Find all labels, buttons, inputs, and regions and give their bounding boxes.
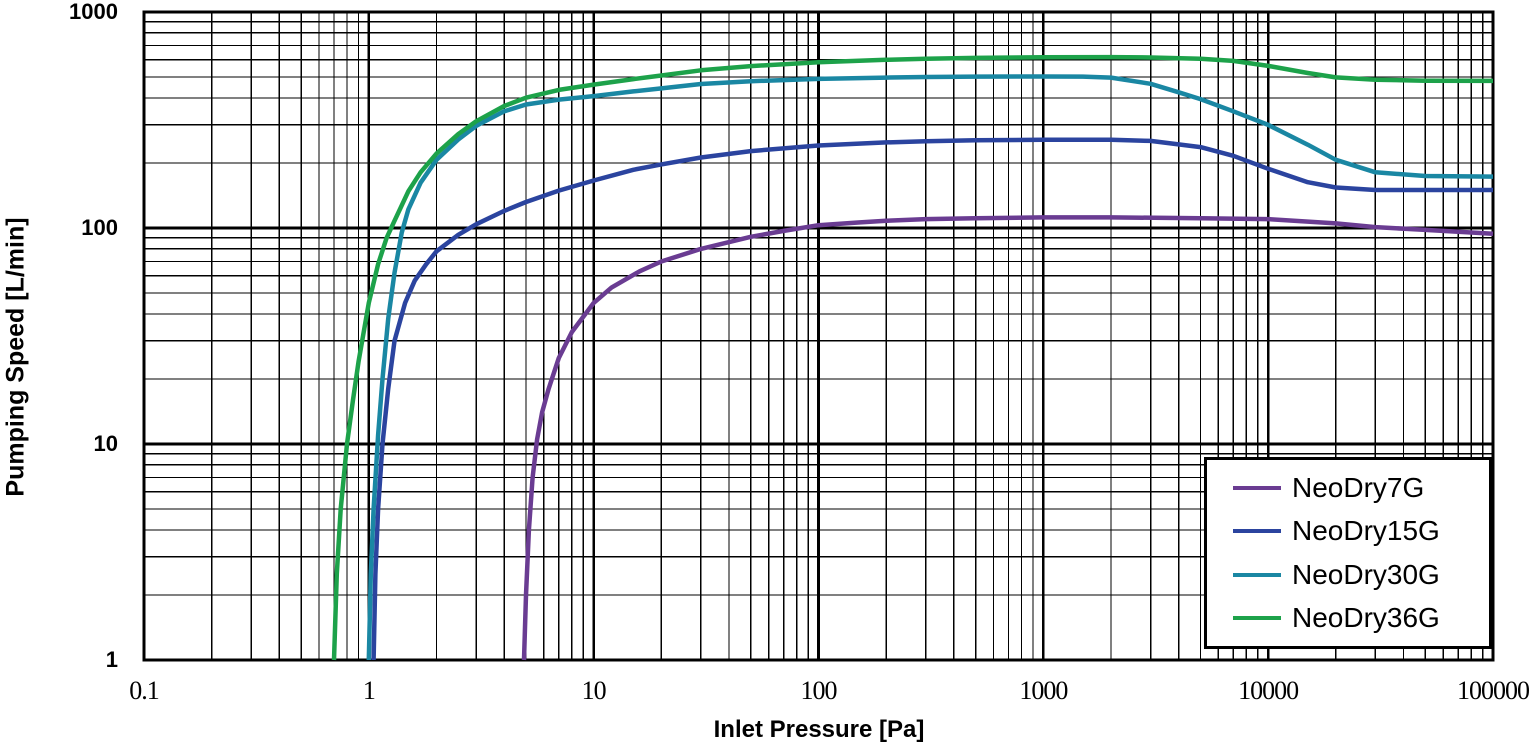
legend: NeoDry7G NeoDry15G NeoDry30G NeoDry36G xyxy=(1204,457,1492,649)
plot-border xyxy=(142,10,1495,662)
legend-label-neodry30g: NeoDry30G xyxy=(1292,558,1440,590)
x-tick-label-100000: 100000 xyxy=(1457,676,1530,705)
legend-line-swatch-neodry7g xyxy=(1233,485,1281,490)
legend-line-swatch-neodry15g xyxy=(1233,529,1281,534)
y-tick-label-100: 100 xyxy=(81,215,118,240)
x-tick-label-1: 1 xyxy=(362,676,376,705)
legend-label-neodry7g: NeoDry7G xyxy=(1292,471,1425,503)
series-line-neodry7g xyxy=(521,215,1494,661)
legend-label-neodry15g: NeoDry15G xyxy=(1292,515,1440,547)
x-axis-title: Inlet Pressure [Pa] xyxy=(713,716,925,743)
series-line-neodry15g xyxy=(371,137,1493,661)
series-line-neodry36g xyxy=(331,54,1494,661)
x-tick-label-1000: 1000 xyxy=(1019,676,1068,705)
x-tick-label-10000: 10000 xyxy=(1238,676,1299,705)
legend-line-swatch-neodry36g xyxy=(1233,616,1281,621)
y-tick-label-1000: 1000 xyxy=(69,0,118,24)
legend-item-neodry7g: NeoDry7G xyxy=(1233,472,1489,504)
plot-border-rect xyxy=(142,10,1495,662)
legend-item-neodry36g: NeoDry36G xyxy=(1233,602,1489,634)
y-axis-title: Pumping Speed [L/min] xyxy=(1,217,30,497)
x-tick-label-0.1: 0.1 xyxy=(129,676,159,705)
series-line-neodry30g xyxy=(366,74,1494,661)
y-tick-label-1: 1 xyxy=(105,647,118,672)
legend-item-neodry30g: NeoDry30G xyxy=(1233,559,1489,591)
x-tick-label-10: 10 xyxy=(581,676,607,705)
legend-label-neodry36g: NeoDry36G xyxy=(1292,602,1440,634)
series-curves xyxy=(331,54,1494,661)
legend-item-neodry15g: NeoDry15G xyxy=(1233,515,1489,547)
y-tick-label-10: 10 xyxy=(93,431,118,456)
x-tick-label-100: 100 xyxy=(800,676,838,705)
legend-line-swatch-neodry30g xyxy=(1233,572,1281,577)
